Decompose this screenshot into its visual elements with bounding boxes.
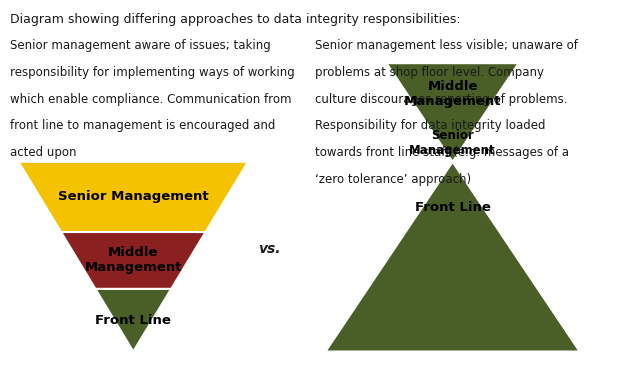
- Text: responsibility for implementing ways of working: responsibility for implementing ways of …: [10, 66, 294, 79]
- Text: towards front line staff (e.g. messages of a: towards front line staff (e.g. messages …: [315, 146, 569, 159]
- Polygon shape: [386, 63, 519, 124]
- Text: which enable compliance. Communication from: which enable compliance. Communication f…: [10, 93, 291, 106]
- Polygon shape: [95, 289, 171, 352]
- Text: Senior Management: Senior Management: [58, 190, 208, 203]
- Text: Middle
Management: Middle Management: [404, 80, 502, 108]
- Text: Senior management aware of issues; taking: Senior management aware of issues; takin…: [10, 39, 271, 52]
- Polygon shape: [427, 124, 478, 162]
- Text: front line to management is encouraged and: front line to management is encouraged a…: [10, 119, 275, 132]
- Text: Front Line: Front Line: [95, 314, 171, 327]
- Text: culture discourages reporting of problems.: culture discourages reporting of problem…: [315, 93, 567, 106]
- Polygon shape: [61, 232, 206, 289]
- Text: Diagram showing differing approaches to data integrity responsibilities:: Diagram showing differing approaches to …: [10, 13, 461, 26]
- Text: ‘zero tolerance’ approach): ‘zero tolerance’ approach): [315, 173, 471, 186]
- Polygon shape: [19, 162, 248, 232]
- Polygon shape: [326, 63, 580, 352]
- Text: Middle
Management: Middle Management: [84, 247, 182, 275]
- Text: Responsibility for data integrity loaded: Responsibility for data integrity loaded: [315, 119, 546, 132]
- Text: Senior management less visible; unaware of: Senior management less visible; unaware …: [315, 39, 578, 52]
- Text: problems at shop floor level. Company: problems at shop floor level. Company: [315, 66, 544, 79]
- Text: vs.: vs.: [259, 242, 281, 256]
- Text: acted upon: acted upon: [10, 146, 76, 159]
- Text: Front Line: Front Line: [415, 201, 490, 214]
- Text: Senior
Management: Senior Management: [409, 129, 496, 157]
